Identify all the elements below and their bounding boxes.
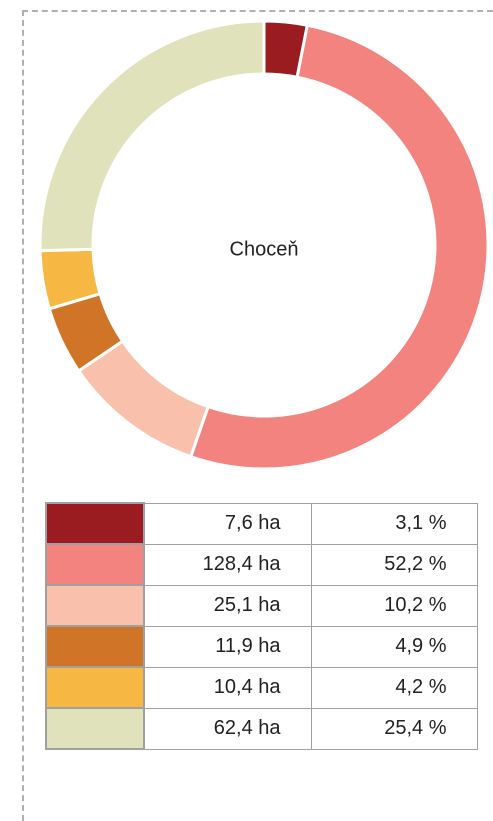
color-swatch <box>45 625 145 668</box>
color-swatch <box>45 543 145 586</box>
area-cell: 7,6 ha <box>143 502 312 545</box>
legend-table: 7,6 ha 3,1 % 128,4 ha 52,2 % 25,1 ha 10,2 % 11… <box>45 502 478 750</box>
percent-cell: 4,9 % <box>310 625 478 668</box>
percent-cell: 25,4 % <box>310 707 478 750</box>
percent-cell: 4,2 % <box>310 666 478 709</box>
legend-row: 11,9 ha 4,9 % <box>45 625 478 668</box>
color-swatch <box>45 584 145 627</box>
percent-cell: 10,2 % <box>310 584 478 627</box>
legend-row: 10,4 ha 4,2 % <box>45 666 478 709</box>
legend-row: 7,6 ha 3,1 % <box>45 502 478 545</box>
area-cell: 11,9 ha <box>143 625 312 668</box>
area-cell: 128,4 ha <box>143 543 312 586</box>
percent-cell: 3,1 % <box>310 502 478 545</box>
legend-row: 62,4 ha 25,4 % <box>45 707 478 750</box>
color-swatch <box>45 707 145 750</box>
donut-slice <box>38 19 266 253</box>
legend-row: 128,4 ha 52,2 % <box>45 543 478 586</box>
area-cell: 25,1 ha <box>143 584 312 627</box>
frame <box>22 10 493 821</box>
chart: Choceň <box>38 19 490 471</box>
area-cell: 62,4 ha <box>143 707 312 750</box>
percent-cell: 52,2 % <box>310 543 478 586</box>
legend-row: 25,1 ha 10,2 % <box>45 584 478 627</box>
color-swatch <box>45 666 145 709</box>
center-label: Choceň <box>230 238 299 260</box>
color-swatch <box>45 502 145 545</box>
area-cell: 10,4 ha <box>143 666 312 709</box>
donut-slice <box>188 23 490 471</box>
